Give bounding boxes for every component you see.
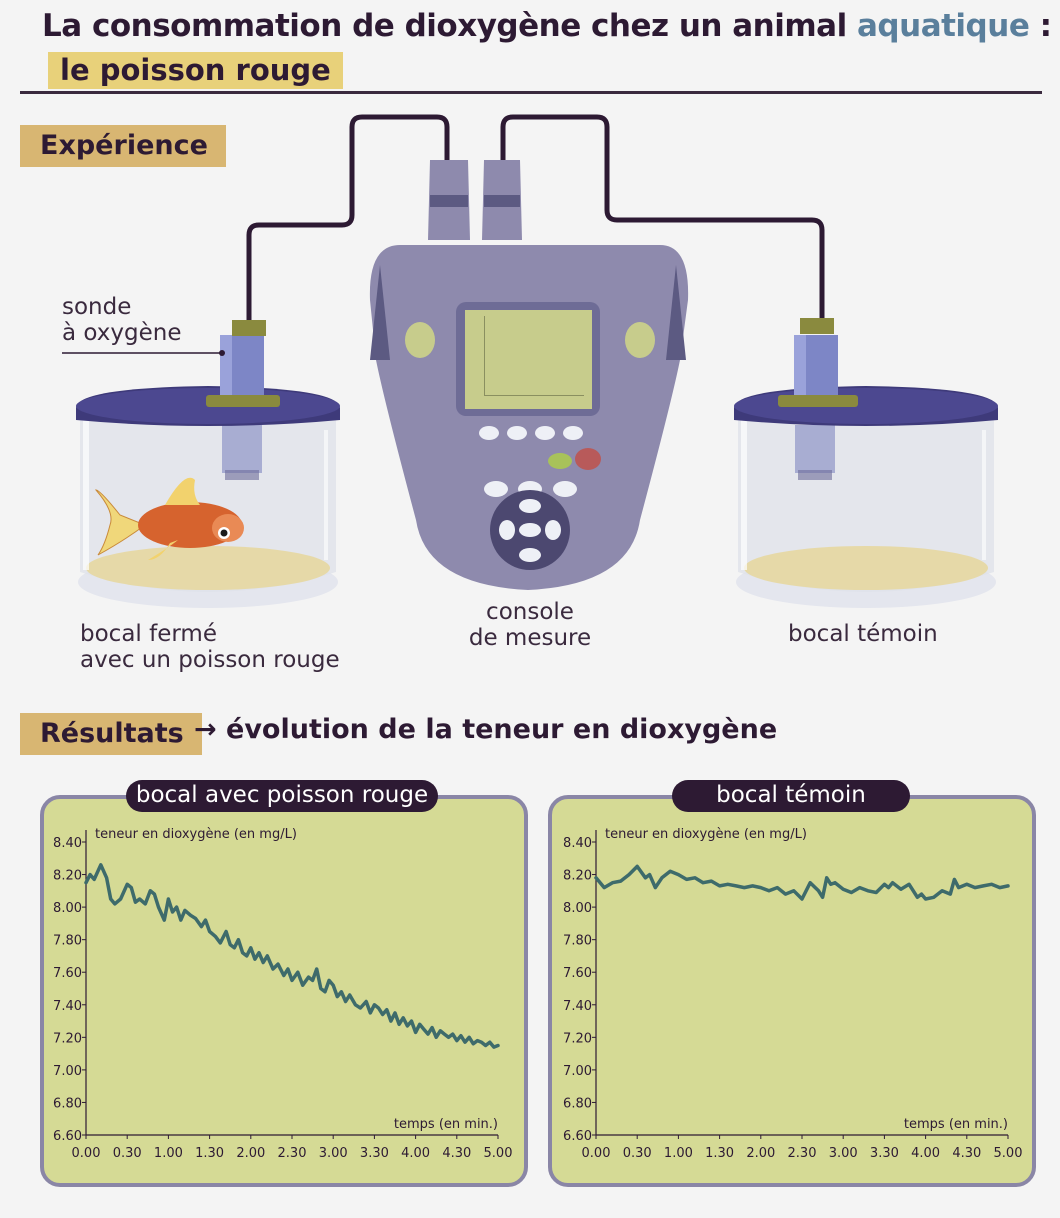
probe-label: sonde à oxygène [62,294,182,346]
chart-panel-fish [40,795,528,1187]
y-tick-label: 6.80 [563,1096,592,1111]
x-tick-label: 4.30 [442,1146,471,1161]
jar-with-fish [76,320,340,608]
measurement-console [369,160,689,590]
x-tick-label: 4.30 [952,1146,981,1161]
section-tag-results: Résultats [20,713,202,755]
y-tick-label: 8.40 [53,836,82,851]
x-tick-label: 1.00 [664,1146,693,1161]
chart-title-control: bocal témoin [672,780,910,812]
x-tick-label: 0.30 [623,1146,652,1161]
chart-title-fish: bocal avec poisson rouge [126,780,438,812]
y-tick-label: 8.40 [563,836,592,851]
y-tick-label: 7.80 [563,934,592,949]
results-description: → évolution de la teneur en dioxygène [194,714,778,745]
experiment-illustration [62,114,998,608]
x-tick-label: 3.30 [360,1146,389,1161]
x-tick-label: 5.00 [484,1146,513,1161]
x-tick-label: 3.00 [829,1146,858,1161]
y-tick-label: 7.40 [563,999,592,1014]
page-title: La consommation de dioxygène chez un ani… [42,8,1052,44]
y-tick-label: 7.40 [53,999,82,1014]
y-tick-label: 8.00 [563,901,592,916]
y-tick-label: 7.00 [563,1064,592,1079]
y-tick-label: 7.60 [563,966,592,981]
y-tick-label: 6.60 [563,1129,592,1144]
x-tick-label: 0.30 [113,1146,142,1161]
y-tick-label: 6.80 [53,1096,82,1111]
series-line [84,863,500,1049]
x-tick-label: 1.30 [705,1146,734,1161]
y-tick-label: 7.00 [53,1064,82,1079]
x-axis-label: temps (en min.) [394,1117,498,1132]
control-jar [734,318,998,608]
x-axis-label: temps (en min.) [904,1117,1008,1132]
y-tick-label: 7.20 [53,1031,82,1046]
probe-cables [246,114,825,320]
y-tick-label: 7.60 [53,966,82,981]
x-tick-label: 2.30 [278,1146,307,1161]
series-line [594,864,1010,901]
control-jar-caption: bocal témoin [788,621,938,647]
y-tick-label: 8.00 [53,901,82,916]
y-tick-label: 8.20 [53,869,82,884]
x-tick-label: 0.00 [582,1146,611,1161]
title-main: La consommation de dioxygène chez un ani… [42,8,847,44]
x-tick-label: 4.00 [911,1146,940,1161]
section-tag-experience: Expérience [20,125,226,167]
title-accent: aquatique [857,8,1030,44]
y-tick-label: 6.60 [53,1129,82,1144]
console-caption: console de mesure [468,599,592,651]
x-tick-label: 3.30 [870,1146,899,1161]
x-tick-label: 2.30 [788,1146,817,1161]
x-tick-label: 1.30 [195,1146,224,1161]
y-axis-label: teneur en dioxygène (en mg/L) [95,827,297,842]
y-tick-label: 8.20 [563,869,592,884]
x-tick-label: 3.00 [319,1146,348,1161]
chart-panel-control [548,795,1036,1187]
header-divider [20,91,1042,94]
y-axis-label: teneur en dioxygène (en mg/L) [605,827,807,842]
x-tick-label: 4.00 [401,1146,430,1161]
jar-fish-caption: bocal fermé avec un poisson rouge [80,621,340,673]
x-tick-label: 2.00 [236,1146,265,1161]
x-tick-label: 5.00 [994,1146,1023,1161]
x-tick-label: 2.00 [746,1146,775,1161]
x-tick-label: 0.00 [72,1146,101,1161]
x-tick-label: 1.00 [154,1146,183,1161]
goldfish [94,477,244,560]
page-subtitle: le poisson rouge [48,52,343,89]
title-colon: : [1029,8,1052,44]
y-tick-label: 7.20 [563,1031,592,1046]
y-tick-label: 7.80 [53,934,82,949]
